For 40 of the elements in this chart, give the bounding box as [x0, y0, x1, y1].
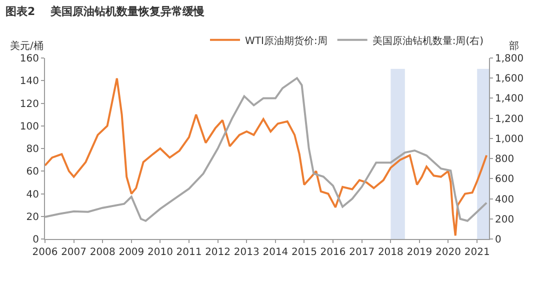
y2-tick-label: 600: [495, 174, 514, 186]
x-tick-label: 2010: [147, 247, 173, 258]
chart-title: 图表2 美国原油钻机数量恢复异常缓慢: [6, 4, 205, 18]
y2-axis-title: 部: [509, 40, 519, 52]
x-tick-label: 2016: [320, 247, 346, 258]
y2-tick-label: 0: [495, 234, 502, 246]
x-tick-label: 2014: [262, 247, 288, 258]
x-tick-label: 2012: [205, 247, 231, 258]
y-tick-label: 100: [20, 121, 39, 132]
x-tick-label: 2021: [464, 247, 490, 258]
x-tick-label: 2015: [291, 247, 317, 258]
y-tick-label: 80: [26, 144, 39, 155]
y2-tick-label: 1,000: [495, 134, 524, 145]
y2-tick-label: 400: [495, 194, 514, 206]
legend-label: 美国原油钻机数量:周(右): [372, 34, 484, 47]
y-axis-title: 美元/桶: [10, 40, 44, 52]
y-tick-label: 20: [26, 212, 39, 223]
y-tick-label: 160: [20, 54, 39, 64]
x-tick-label: 2011: [176, 247, 202, 258]
y-tick-label: 60: [26, 166, 39, 178]
y2-tick-label: 200: [495, 214, 514, 226]
x-tick-label: 2008: [90, 247, 116, 258]
y-tick-label: 0: [32, 234, 39, 246]
x-tick-label: 2018: [378, 247, 404, 258]
y-tick-label: 140: [20, 76, 39, 88]
y-tick-label: 120: [20, 98, 39, 110]
legend-label: WTI原油期货价:周: [245, 34, 328, 47]
x-tick-label: 2020: [436, 247, 461, 258]
x-tick-label: 2019: [406, 247, 432, 258]
y2-tick-label: 1,200: [495, 114, 524, 125]
x-tick-label: 2017: [349, 247, 375, 258]
y2-tick-label: 1,400: [495, 94, 524, 105]
y2-tick-label: 1,600: [495, 74, 524, 85]
y-tick-label: 40: [26, 189, 39, 200]
x-tick-label: 2006: [32, 247, 58, 258]
y2-tick-label: 1,800: [495, 54, 524, 64]
x-tick-label: 2007: [61, 247, 87, 258]
x-tick-label: 2009: [118, 247, 144, 258]
y2-tick-label: 800: [495, 154, 514, 166]
x-tick-label: 2013: [234, 247, 260, 258]
